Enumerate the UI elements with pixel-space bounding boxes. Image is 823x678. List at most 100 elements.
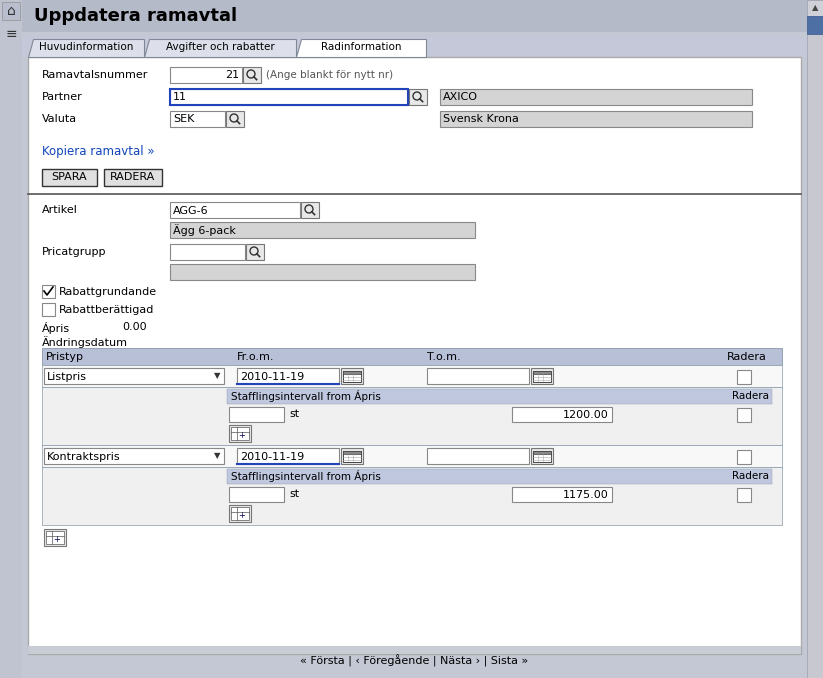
Bar (409, 89, 427, 105)
Text: AGG-6: AGG-6 (173, 205, 208, 216)
Polygon shape (144, 39, 296, 57)
Bar (301, 202, 319, 218)
Bar (737, 488, 751, 502)
Text: SPARA: SPARA (51, 172, 86, 182)
Text: Radera: Radera (732, 391, 769, 401)
Bar (512, 487, 612, 502)
Text: Listpris: Listpris (47, 372, 87, 382)
Bar (343, 371, 361, 374)
Bar (28, 646, 801, 654)
Text: Stafflingsintervall from Ápris: Stafflingsintervall from Ápris (231, 390, 381, 402)
Bar (170, 264, 475, 280)
Text: Ápris: Ápris (42, 322, 70, 334)
Text: ▼: ▼ (214, 452, 221, 460)
Bar (46, 531, 64, 544)
Text: Uppdatera ramavtal: Uppdatera ramavtal (34, 7, 237, 25)
Bar (44, 368, 224, 384)
Bar (170, 222, 475, 238)
Text: Radera: Radera (727, 351, 767, 361)
Text: Ändringsdatum: Ändringsdatum (42, 336, 128, 348)
Text: Partner: Partner (42, 92, 83, 102)
Text: 1200.00: 1200.00 (563, 410, 609, 420)
Text: Radinformation: Radinformation (321, 43, 402, 52)
Text: +: + (239, 511, 245, 519)
Text: Stafflingsintervall from Ápris: Stafflingsintervall from Ápris (231, 470, 381, 482)
Text: 2010-11-19: 2010-11-19 (240, 372, 305, 382)
Bar (22, 38, 807, 57)
Text: Ramavtalsnummer: Ramavtalsnummer (42, 70, 148, 80)
Text: ▲: ▲ (811, 3, 818, 12)
Bar (229, 407, 284, 422)
Bar (42, 169, 97, 186)
Bar (246, 244, 264, 260)
Text: Artikel: Artikel (42, 205, 78, 215)
Polygon shape (28, 39, 144, 57)
Text: Pricatgrupp: Pricatgrupp (42, 247, 106, 257)
Bar (170, 89, 408, 105)
Bar (237, 448, 339, 464)
Text: Fr.o.m.: Fr.o.m. (237, 351, 275, 361)
Text: (Ange blankt för nytt nr): (Ange blankt för nytt nr) (266, 70, 393, 80)
Text: Avgifter och rabatter: Avgifter och rabatter (165, 43, 274, 52)
Bar (229, 487, 284, 502)
Bar (231, 507, 249, 520)
Bar (427, 368, 529, 384)
Text: 0.00: 0.00 (122, 322, 146, 332)
Text: Valuta: Valuta (42, 114, 77, 124)
Bar (28, 57, 801, 654)
Text: Kontraktspris: Kontraktspris (47, 452, 121, 462)
Bar (2, 2, 20, 20)
Text: +: + (53, 534, 60, 544)
Bar (427, 448, 529, 464)
Text: +: + (239, 431, 245, 439)
Bar (42, 387, 782, 445)
Bar (343, 451, 361, 454)
Text: 1175.00: 1175.00 (563, 490, 609, 500)
Bar (243, 67, 261, 83)
Text: Rabattgrundande: Rabattgrundande (59, 287, 157, 297)
Text: AXICO: AXICO (443, 92, 478, 102)
Bar (170, 202, 300, 218)
Text: st: st (289, 489, 299, 499)
Bar (42, 348, 782, 365)
Text: ≡: ≡ (5, 27, 16, 41)
Text: 2010-11-19: 2010-11-19 (240, 452, 305, 462)
Text: SEK: SEK (173, 115, 194, 125)
Text: « Första | ‹ Föregående | Nästa › | Sista »: « Första | ‹ Föregående | Nästa › | Sist… (300, 655, 528, 667)
Text: Huvudinformation: Huvudinformation (39, 43, 133, 52)
Text: RADERA: RADERA (110, 172, 156, 182)
Text: ▼: ▼ (214, 372, 221, 380)
Bar (28, 650, 801, 654)
Bar (533, 451, 551, 454)
Bar (737, 450, 751, 464)
Bar (170, 89, 408, 105)
Bar (533, 371, 551, 382)
Bar (807, 16, 823, 34)
Bar (0, 0, 22, 678)
Bar (229, 505, 251, 522)
Bar (44, 448, 224, 464)
Bar (531, 448, 553, 464)
Text: Svensk Krona: Svensk Krona (443, 115, 518, 125)
Bar (170, 67, 242, 83)
Text: Radera: Radera (732, 471, 769, 481)
Bar (737, 408, 751, 422)
Bar (42, 285, 55, 298)
Bar (42, 445, 782, 467)
Bar (533, 371, 551, 374)
Text: 21: 21 (225, 71, 239, 81)
Bar (104, 169, 162, 186)
Text: ⌂: ⌂ (7, 4, 16, 18)
Bar (341, 448, 363, 464)
Text: Rabattberättigad: Rabattberättigad (59, 305, 155, 315)
Bar (227, 469, 772, 484)
Bar (531, 368, 553, 384)
Polygon shape (296, 39, 426, 57)
Bar (737, 370, 751, 384)
Text: 11: 11 (173, 92, 187, 102)
Bar (170, 111, 225, 127)
Bar (440, 111, 752, 127)
Bar (512, 407, 612, 422)
Bar (227, 389, 772, 404)
Text: T.o.m.: T.o.m. (427, 351, 461, 361)
